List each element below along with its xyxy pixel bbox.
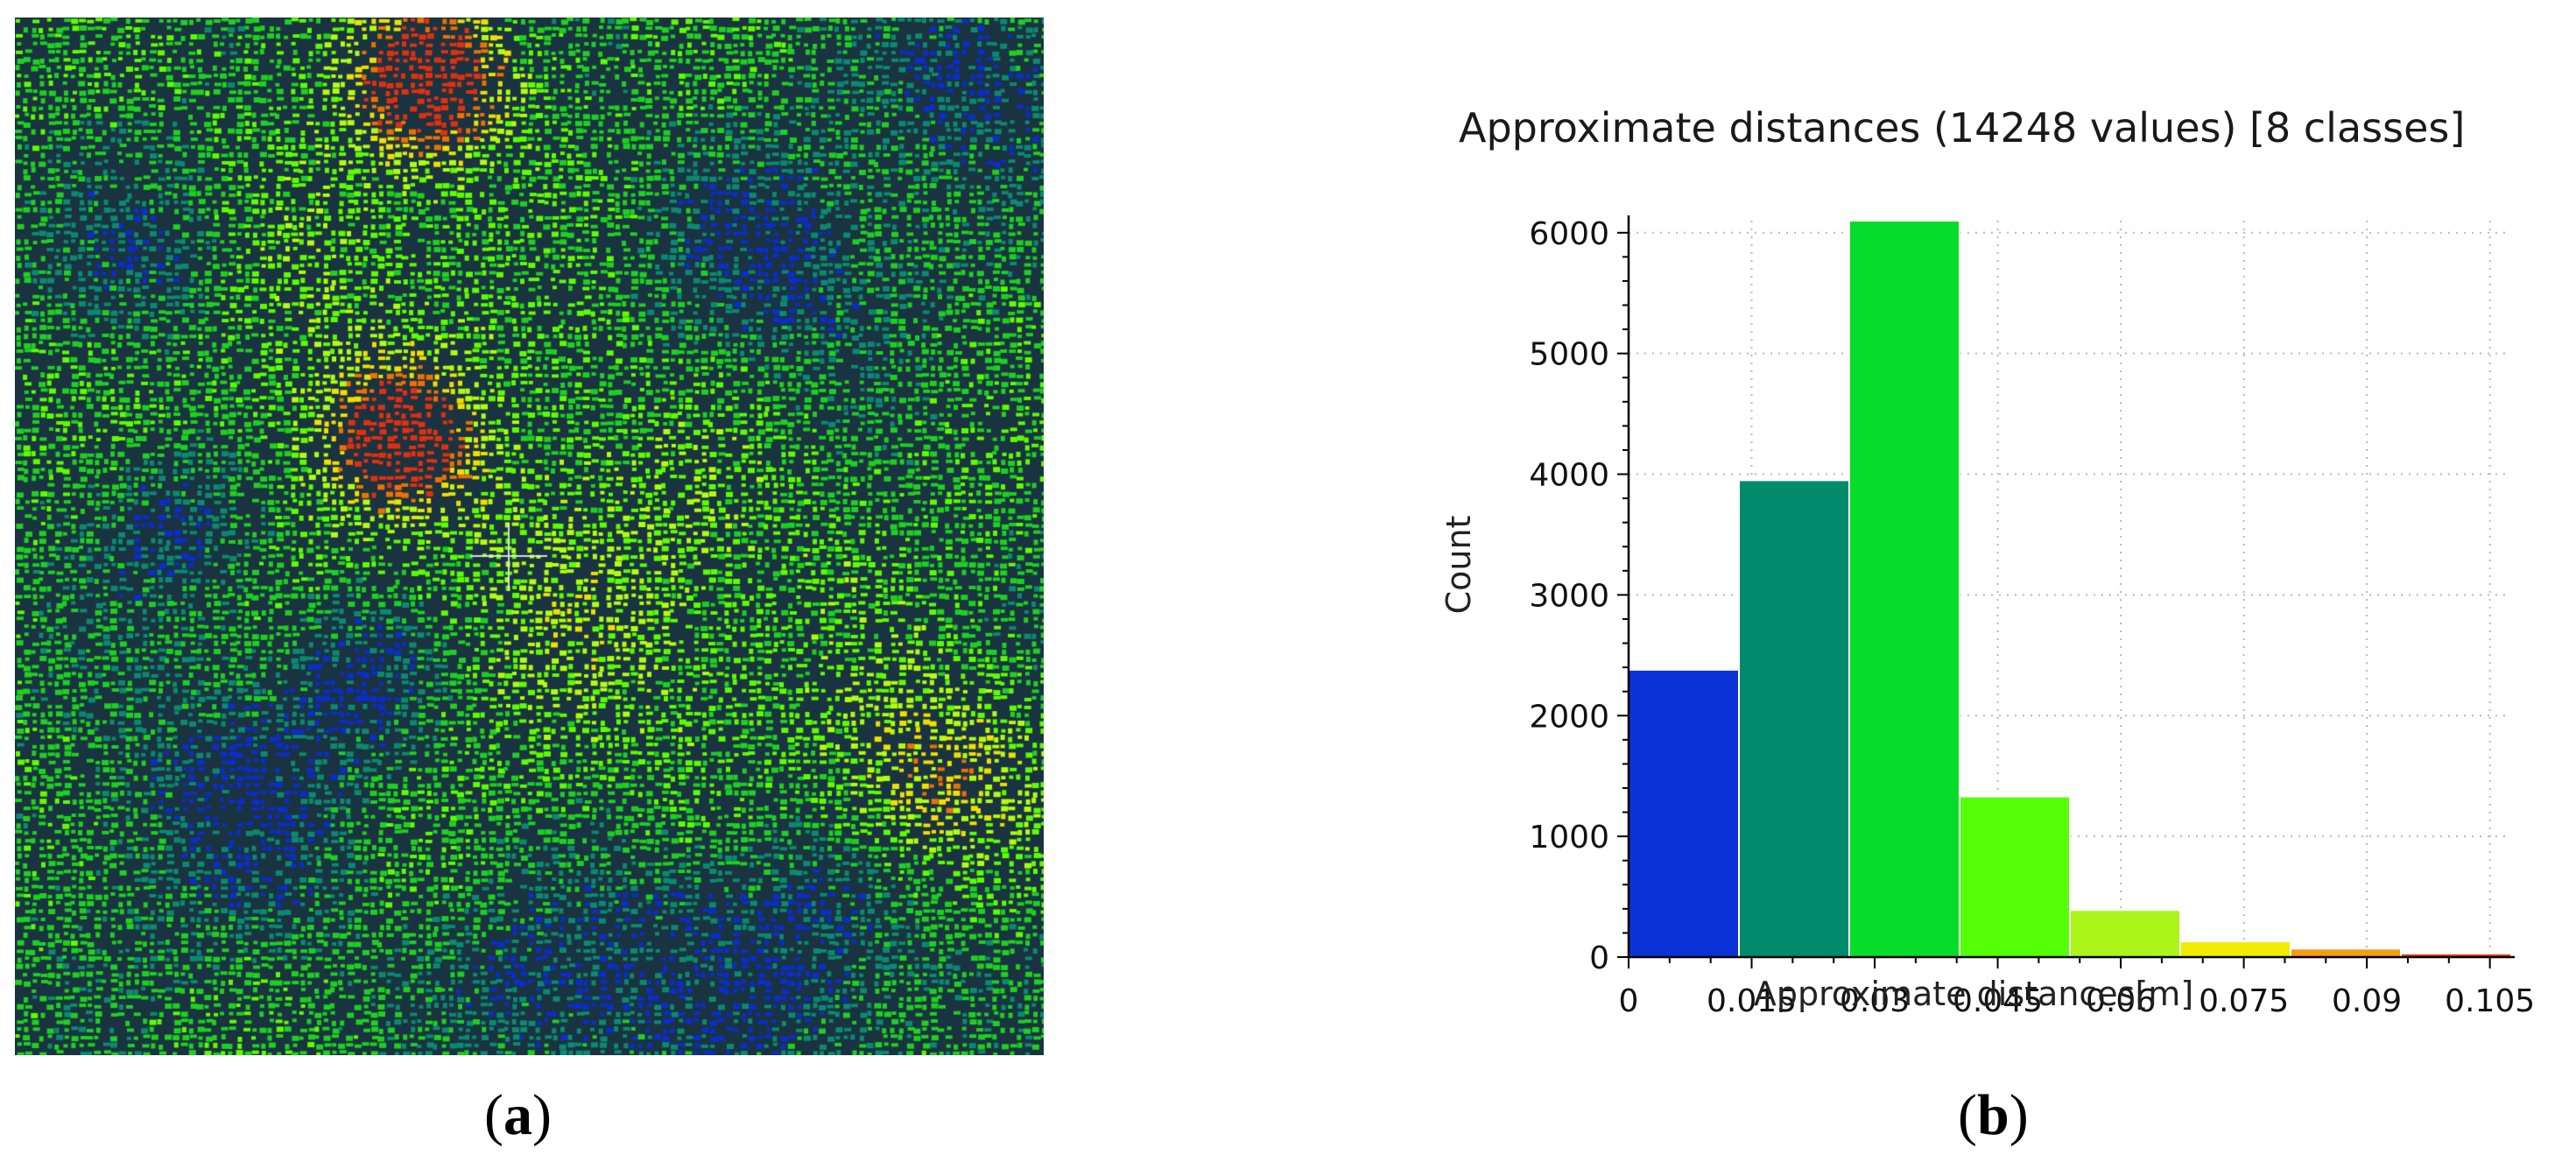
chart-title: Approximate distances (14248 values) [8 … bbox=[1459, 104, 2465, 151]
histogram-bar bbox=[2179, 940, 2291, 958]
axes bbox=[1617, 215, 2515, 968]
histogram-bar bbox=[1628, 668, 1740, 958]
x-axis-title: Approximate distances[m] bbox=[1754, 975, 2193, 1013]
y-tick-label: 6000 bbox=[1529, 216, 1609, 252]
histogram-chart: Approximate distances (14248 values) [8 … bbox=[1439, 104, 2536, 1019]
x-tick-label: 0.015 bbox=[1707, 983, 1797, 1019]
histogram-bar bbox=[2290, 947, 2402, 959]
panel-a-label: (a) bbox=[484, 1083, 552, 1147]
x-tick-label: 0.06 bbox=[2086, 983, 2156, 1019]
histogram-bar bbox=[1959, 795, 2071, 958]
y-tick-label: 2000 bbox=[1529, 699, 1609, 735]
histogram-bar bbox=[2069, 909, 2181, 958]
y-tick-label: 3000 bbox=[1529, 578, 1609, 614]
y-tick-label: 0 bbox=[1589, 940, 1609, 976]
y-tick-labels: 0 1000 2000 3000 4000 5000 6000 bbox=[1529, 216, 1609, 976]
y-tick-label: 4000 bbox=[1529, 458, 1609, 494]
y-tick-label: 5000 bbox=[1529, 337, 1609, 373]
panel-a-point-cloud-image bbox=[15, 18, 1044, 1055]
histogram-bar bbox=[1848, 220, 1960, 958]
point-cloud-canvas bbox=[15, 18, 1044, 1055]
panel-b-label: (b) bbox=[1958, 1083, 2029, 1147]
x-tick-label: 0.105 bbox=[2445, 983, 2535, 1019]
panel-b-letter: b bbox=[1976, 1083, 2009, 1147]
x-tick-label: 0 bbox=[1619, 983, 1639, 1019]
histogram-bar bbox=[1738, 479, 1850, 958]
y-axis-title: Count bbox=[1439, 516, 1478, 615]
x-tick-label: 0.09 bbox=[2332, 983, 2402, 1019]
bars bbox=[1628, 220, 2512, 959]
y-tick-label: 1000 bbox=[1529, 820, 1609, 856]
x-tick-label: 0.045 bbox=[1953, 983, 2043, 1019]
x-tick-labels: 0 0.015 0.03 0.045 0.06 0.075 0.09 0.105 bbox=[1619, 983, 2536, 1019]
x-tick-label: 0.075 bbox=[2199, 983, 2289, 1019]
panel-a-letter: a bbox=[503, 1083, 532, 1147]
x-tick-label: 0.03 bbox=[1840, 983, 1910, 1019]
